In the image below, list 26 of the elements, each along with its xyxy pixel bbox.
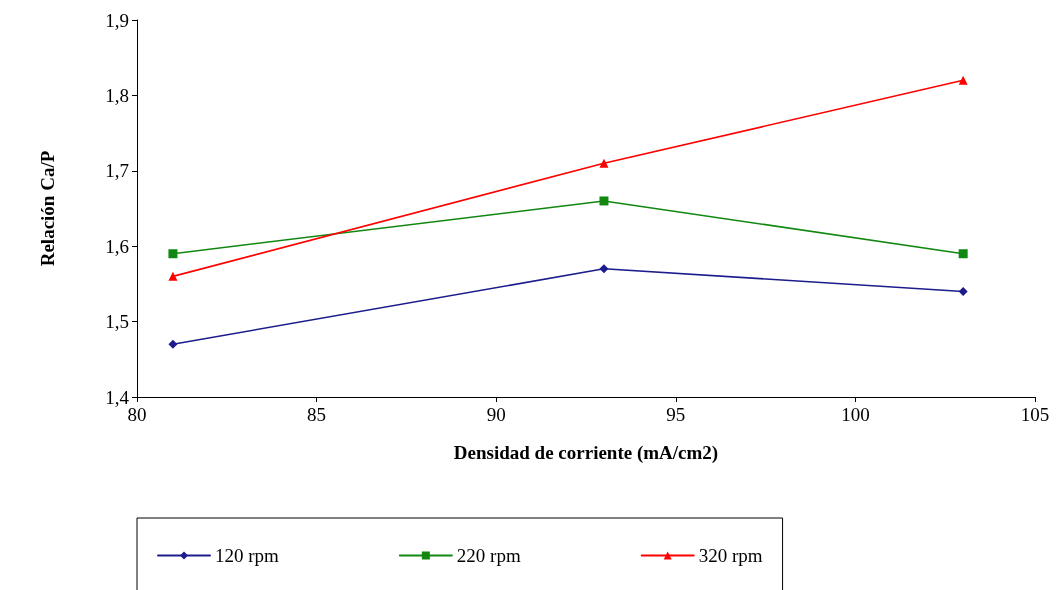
x-axis-title: Densidad de corriente (mA/cm2) <box>453 442 719 464</box>
y-tick-label: 1,5 <box>105 311 129 333</box>
point <box>958 286 968 296</box>
point <box>958 75 968 85</box>
x-tick-label: 80 <box>127 404 147 425</box>
y-axis-title: Relación Ca/P <box>37 150 58 267</box>
x-tick-label: 105 <box>1020 404 1050 425</box>
y-tick-label: 1,9 <box>105 9 129 31</box>
y-tick-label: 1,7 <box>105 160 129 182</box>
x-tick-label: 90 <box>486 404 506 425</box>
x-tick-label: 100 <box>841 404 870 425</box>
point <box>168 339 178 349</box>
legend-label: 220 rpm <box>456 545 521 566</box>
point <box>599 264 609 274</box>
legend-label: 320 rpm <box>698 545 763 566</box>
legend-label: 120 rpm <box>215 545 280 566</box>
x-tick-label: 95 <box>666 404 686 425</box>
point <box>599 196 609 206</box>
point <box>958 249 968 259</box>
y-tick-label: 1,8 <box>105 84 129 106</box>
y-tick-label: 1,6 <box>105 235 129 257</box>
y-tick-label: 1,4 <box>105 386 130 408</box>
point <box>599 158 609 168</box>
x-tick-label: 85 <box>307 404 327 425</box>
point <box>168 271 178 281</box>
point <box>168 249 178 259</box>
